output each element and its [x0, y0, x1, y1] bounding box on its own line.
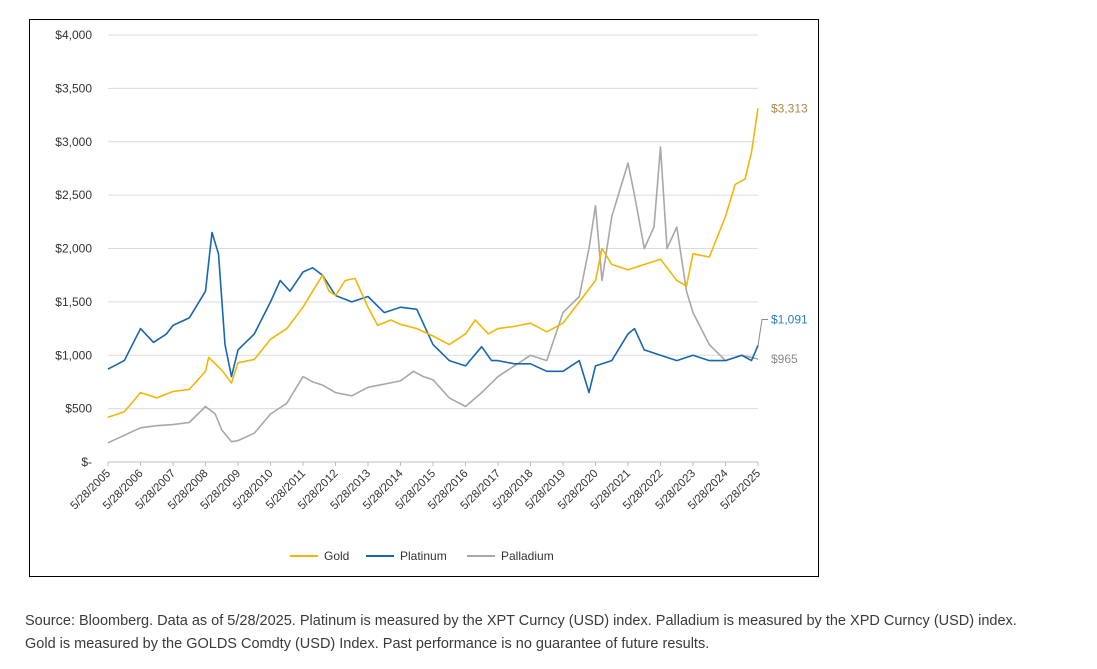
y-tick-label: $500: [65, 402, 92, 416]
y-tick-label: $3,500: [55, 81, 92, 95]
series-line-platinum: [107, 231, 759, 394]
source-note-line-2: Gold is measured by the GOLDS Comdty (US…: [25, 636, 710, 652]
legend-label-palladium: Palladium: [501, 549, 554, 563]
y-tick-label: $-: [81, 455, 92, 469]
source-note: Source: Bloomberg. Data as of 5/28/2025.…: [25, 610, 1085, 656]
legend-label-platinum: Platinum: [400, 549, 447, 563]
chart-frame: $4,000 $3,500 $3,000 $2,500 $2,000 $1,500 $1,0…: [29, 19, 819, 577]
y-tick-label: $2,500: [55, 188, 92, 202]
end-label-leader: [757, 319, 768, 346]
legend-label-gold: Gold: [324, 549, 349, 563]
y-tick-label: $2,000: [55, 242, 92, 256]
end-label-gold: $3,313: [771, 101, 808, 115]
end-label-palladium: $965: [771, 352, 798, 366]
source-note-line-1: Source: Bloomberg. Data as of 5/28/2025.…: [25, 613, 1017, 629]
series-line-gold: [107, 108, 759, 418]
series-line-palladium: [107, 146, 759, 444]
y-tick-label: $4,000: [55, 28, 92, 42]
y-tick-label: $3,000: [55, 135, 92, 149]
end-label-platinum: $1,091: [771, 313, 808, 327]
y-tick-label: $1,500: [55, 295, 92, 309]
y-tick-label: $1,000: [55, 348, 92, 362]
line-chart: $4,000 $3,500 $3,000 $2,500 $2,000 $1,500 $1,0…: [55, 28, 808, 563]
